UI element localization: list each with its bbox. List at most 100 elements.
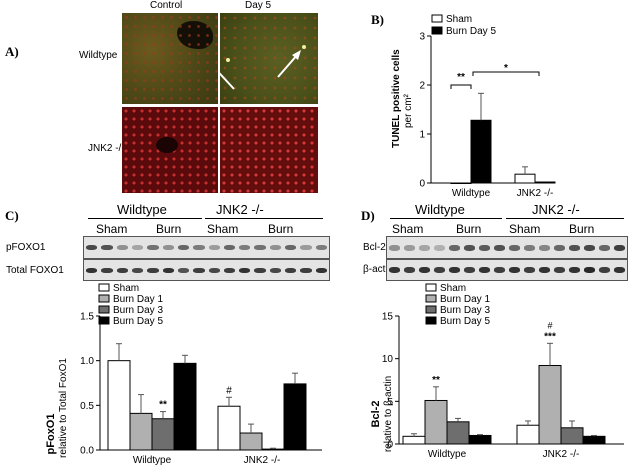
blot-band xyxy=(86,267,98,273)
ylabel-c-2: relative to Total FoxO1 xyxy=(58,358,69,458)
row-label-jnk2: JNK2 -/- xyxy=(88,143,125,154)
legend-d-day3-swatch xyxy=(425,305,437,314)
blot-band xyxy=(131,267,144,273)
blot-band xyxy=(479,267,490,273)
blot-band xyxy=(524,244,535,251)
blot-band xyxy=(147,245,159,250)
chart-tunel: TUNEL positive cells per cm² Sham Burn D… xyxy=(391,14,556,199)
blot-band xyxy=(285,245,297,250)
legend-b-sham-swatch xyxy=(431,14,443,23)
blot-band xyxy=(584,267,595,273)
chart-c-bar xyxy=(107,360,131,451)
blot-d-sham1: Sham xyxy=(392,222,424,236)
chart-d-ytick-label: 0 xyxy=(387,440,393,451)
blot-band xyxy=(419,267,430,273)
legend-c-day1-swatch xyxy=(98,294,110,303)
sig-d-jnk-hash: # xyxy=(547,320,552,330)
blot-band xyxy=(599,267,610,273)
legend-d-day1-label: Burn Day 1 xyxy=(440,294,490,305)
chart-b-bar xyxy=(450,182,472,184)
blot-band xyxy=(208,245,220,250)
blot-c-group-wildtype: Wildtype xyxy=(117,202,167,217)
sig-d-wt: ** xyxy=(432,375,440,386)
blot-c-bracket-jnk xyxy=(205,218,323,219)
blot-band xyxy=(269,245,282,250)
chart-c-ytick-label: 0.0 xyxy=(80,446,94,457)
blot-d-sham2: Sham xyxy=(509,222,541,236)
legend-c-day3-swatch xyxy=(98,305,110,314)
legend-b-day5-swatch xyxy=(431,26,443,35)
chart-b-bar xyxy=(534,181,556,184)
blot-c-group-jnk2: JNK2 -/- xyxy=(216,202,264,217)
blot-d-bracket-wt xyxy=(390,218,502,219)
chart-d-bar xyxy=(538,364,562,445)
blot-c-burn1: Burn xyxy=(156,222,182,236)
blot-band xyxy=(524,267,535,273)
blot-d-strip-beta-actin xyxy=(386,259,628,281)
sig-c-jnk: # xyxy=(226,385,232,396)
sig-b-bracket-2 xyxy=(472,71,540,76)
blot-band xyxy=(193,267,205,273)
chart-c-xtick-label: JNK2 -/- xyxy=(244,455,281,466)
col-label-day5: Day 5 xyxy=(245,0,272,11)
blot-d-group-wildtype: Wildtype xyxy=(415,202,465,217)
chart-c-xtick-label: Wildtype xyxy=(133,455,172,466)
blot-band xyxy=(614,267,625,273)
chart-d-ytick-label: 5 xyxy=(387,397,393,408)
blot-band xyxy=(404,244,415,251)
chart-b-xtick-label: Wildtype xyxy=(452,188,491,199)
legend-c-day5-swatch xyxy=(98,316,110,325)
chart-b-ytick-label: 3 xyxy=(419,32,425,43)
blot-band xyxy=(419,244,430,251)
blot-band xyxy=(434,267,445,273)
chart-c-bar xyxy=(151,418,175,451)
chart-c-bar xyxy=(173,362,197,451)
blot-band xyxy=(494,244,505,251)
legend-d-sham-label: Sham xyxy=(440,283,466,294)
blot-c-sham1: Sham xyxy=(96,222,128,236)
blot-band xyxy=(208,267,220,273)
blot-band xyxy=(239,245,251,250)
blot-band xyxy=(599,244,610,251)
legend-d-sham-swatch xyxy=(425,283,437,292)
chart-d-bar xyxy=(582,435,606,445)
blot-band xyxy=(254,267,266,273)
blot-band xyxy=(239,267,251,273)
chart-b-bar xyxy=(470,119,492,184)
blot-band xyxy=(116,245,128,250)
panel-b-letter: B) xyxy=(371,12,384,27)
blot-band xyxy=(569,244,580,251)
chart-b-ytick-label: 1 xyxy=(419,130,425,141)
blot-band xyxy=(315,267,327,273)
blot-band xyxy=(494,267,505,273)
blot-band xyxy=(101,267,113,273)
blot-band xyxy=(449,244,460,251)
chart-c-bar xyxy=(129,412,153,451)
blot-d-burn1: Burn xyxy=(456,222,482,236)
blot-c-bracket-wt xyxy=(88,218,202,219)
legend-c: Sham Burn Day 1 Burn Day 3 Burn Day 5 xyxy=(98,283,163,327)
blot-band xyxy=(147,267,159,273)
blot-band xyxy=(509,244,520,251)
chart-c-ytick-label: 0.5 xyxy=(80,401,94,412)
blot-band xyxy=(464,244,475,251)
legend-b-day5-label: Burn Day 5 xyxy=(446,26,496,37)
sig-c-wt: ** xyxy=(159,400,167,411)
blot-band xyxy=(86,245,98,250)
chart-b-ytick-label: 2 xyxy=(419,81,425,92)
sig-b-bracket-1 xyxy=(450,84,472,89)
col-label-control: Control xyxy=(150,0,183,11)
blot-band xyxy=(434,244,445,251)
sig-b-2: * xyxy=(504,63,508,74)
blot-band xyxy=(539,267,550,273)
blot-c-strip-total-foxo1 xyxy=(83,259,330,281)
chart-d-bar xyxy=(468,434,492,445)
chart-c-bar xyxy=(217,405,241,451)
ylabel-b-2: per cm² xyxy=(403,93,414,128)
blot-band xyxy=(614,244,625,251)
chart-bcl2: Sham Burn Day 1 Burn Day 3 Burn Day 5 Bc… xyxy=(370,283,624,460)
blot-band xyxy=(389,244,400,251)
blot-band xyxy=(193,245,205,250)
blot-d-row2-label: β-actin xyxy=(363,264,394,275)
blot-band xyxy=(162,245,174,250)
